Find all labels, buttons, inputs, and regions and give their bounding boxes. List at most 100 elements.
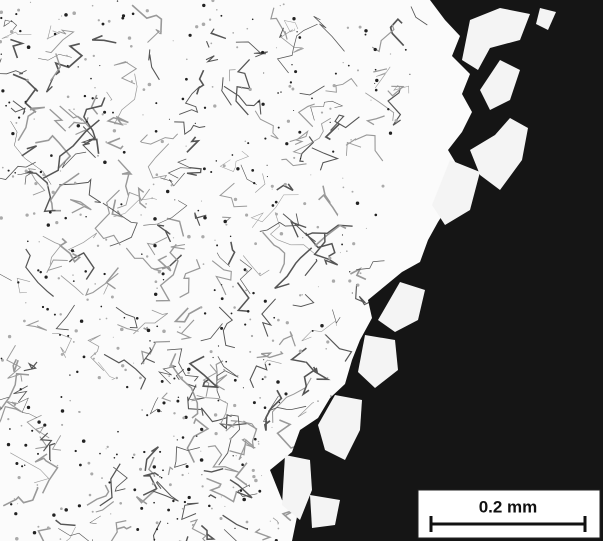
speck xyxy=(132,13,135,16)
speck xyxy=(50,154,53,157)
speck xyxy=(374,48,377,51)
speck xyxy=(67,65,69,67)
speck xyxy=(231,312,233,314)
speck xyxy=(375,79,378,82)
speck xyxy=(152,483,155,486)
speck xyxy=(370,100,371,101)
speck xyxy=(69,400,71,402)
speck xyxy=(232,286,234,288)
speck xyxy=(405,49,407,51)
speck xyxy=(26,79,29,82)
speck xyxy=(246,270,249,273)
speck xyxy=(37,420,40,423)
speck xyxy=(89,494,92,497)
speck xyxy=(299,294,301,296)
speck xyxy=(136,317,139,320)
speck xyxy=(149,340,150,341)
speck xyxy=(156,521,159,524)
speck xyxy=(356,202,359,205)
speck xyxy=(212,86,214,88)
speck xyxy=(93,55,95,57)
speck xyxy=(21,425,23,427)
speck xyxy=(72,274,73,275)
speck xyxy=(224,506,225,507)
speck xyxy=(1,89,4,92)
speck xyxy=(275,213,278,216)
speck xyxy=(130,45,133,48)
speck xyxy=(116,453,118,455)
speck xyxy=(142,362,144,364)
speck xyxy=(234,198,237,201)
speck xyxy=(232,154,234,156)
speck xyxy=(25,170,28,173)
speck xyxy=(133,363,134,364)
speck xyxy=(188,473,189,474)
speck xyxy=(320,324,323,327)
speck xyxy=(327,377,328,378)
speck xyxy=(286,321,289,324)
speck xyxy=(214,413,217,416)
speck xyxy=(276,47,277,48)
speck xyxy=(126,386,128,388)
speck xyxy=(271,427,272,428)
speck xyxy=(172,500,174,502)
speck xyxy=(302,237,303,238)
speck xyxy=(49,211,52,214)
speck xyxy=(46,308,49,311)
speck xyxy=(73,341,75,343)
speck xyxy=(120,203,122,205)
speck xyxy=(300,158,301,159)
speck xyxy=(154,539,156,541)
speck xyxy=(75,329,78,332)
speck xyxy=(103,111,106,114)
speck xyxy=(37,269,39,271)
speck xyxy=(252,292,254,294)
speck xyxy=(189,34,192,37)
speck xyxy=(143,451,145,453)
speck xyxy=(17,503,18,504)
speck xyxy=(357,69,359,71)
speck xyxy=(42,306,44,308)
speck xyxy=(69,374,70,375)
speck xyxy=(160,30,162,32)
speck xyxy=(330,122,331,123)
speck xyxy=(27,45,31,49)
speck xyxy=(223,220,226,223)
speck xyxy=(66,55,68,57)
speck xyxy=(283,3,285,5)
speck xyxy=(75,450,77,452)
speck xyxy=(124,369,127,372)
speck xyxy=(122,14,125,17)
speck xyxy=(102,113,104,115)
speck xyxy=(264,300,267,303)
speck xyxy=(133,454,135,456)
speck xyxy=(186,58,188,60)
speck xyxy=(252,475,255,478)
speck xyxy=(277,92,279,94)
scale-bar: 0.2 mm xyxy=(418,490,600,538)
speck xyxy=(291,64,292,65)
speck xyxy=(328,257,331,260)
speck xyxy=(17,9,20,12)
speck xyxy=(341,243,343,245)
speck xyxy=(54,314,56,316)
speck xyxy=(20,388,22,390)
speck xyxy=(24,444,27,447)
speck xyxy=(103,273,105,275)
speck xyxy=(15,122,17,124)
speck xyxy=(173,412,175,414)
speck xyxy=(275,201,278,204)
speck xyxy=(0,17,2,19)
speck xyxy=(30,2,31,3)
speck xyxy=(21,465,23,467)
speck xyxy=(161,380,164,383)
speck xyxy=(155,130,158,133)
speck xyxy=(213,104,216,107)
speck xyxy=(169,364,173,368)
speck xyxy=(99,318,101,320)
speck xyxy=(186,146,187,147)
speck xyxy=(19,30,21,32)
speck xyxy=(78,504,81,507)
speck xyxy=(90,78,92,80)
speck xyxy=(247,310,250,313)
